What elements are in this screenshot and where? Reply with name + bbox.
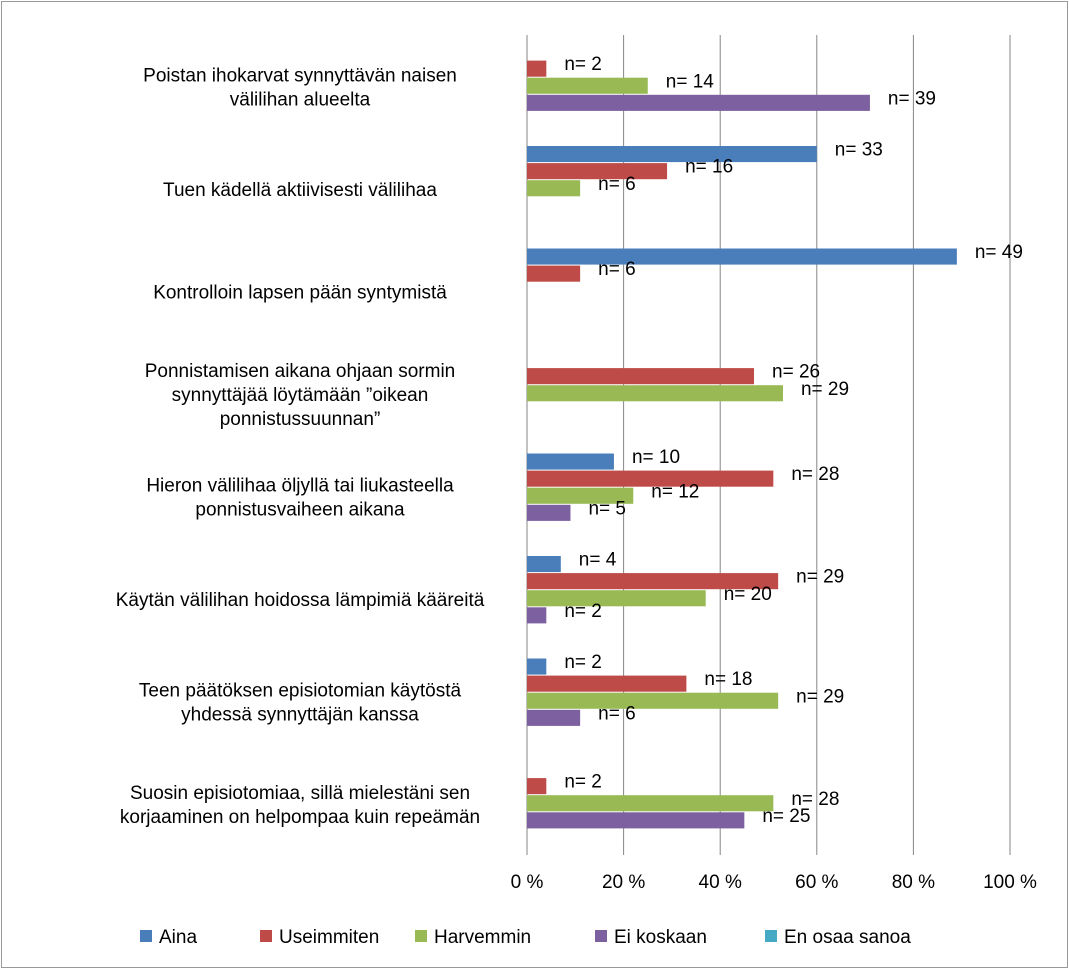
bar — [527, 60, 547, 77]
data-label: n= 25 — [762, 806, 810, 827]
legend-label: Ei koskaan — [614, 927, 707, 948]
bar — [527, 812, 745, 829]
category-label: Ponnistamisen aikana ohjaan sormin synnyt… — [145, 361, 456, 430]
bar — [527, 692, 779, 709]
category-label: Poistan ihokarvat synnyttävän naisen väli… — [143, 65, 457, 110]
category-label: Teen päätöksen episiotomian käytöstä yhde… — [139, 680, 462, 725]
data-label: n= 49 — [975, 242, 1023, 263]
bar — [527, 504, 571, 521]
bar — [527, 795, 774, 812]
data-label: n= 33 — [835, 140, 883, 161]
bar — [527, 573, 779, 590]
legend-swatch — [140, 930, 152, 942]
bar — [527, 487, 634, 504]
bar — [527, 265, 581, 282]
bar — [527, 146, 817, 163]
bar — [527, 248, 957, 265]
data-label: n= 28 — [791, 464, 839, 485]
data-label: n= 2 — [564, 601, 602, 622]
data-label: n= 2 — [564, 54, 602, 75]
x-tick-label: 0 % — [511, 872, 544, 893]
bar — [527, 590, 706, 607]
data-label: n= 14 — [666, 71, 715, 92]
bar — [527, 180, 581, 197]
bar — [527, 709, 581, 726]
bar — [527, 556, 561, 573]
legend-swatch — [765, 930, 777, 942]
bar — [527, 94, 870, 111]
legend-label: Harvemmin — [434, 927, 531, 948]
data-label: n= 10 — [632, 447, 680, 468]
x-tick-label: 80 % — [892, 872, 935, 893]
legend-swatch — [415, 930, 427, 942]
legend-swatch — [260, 930, 272, 942]
category-label: Suosin episiotomiaa, sillä mielestäni se… — [120, 783, 480, 828]
bar — [527, 453, 614, 470]
data-label: n= 28 — [791, 789, 839, 810]
bar — [527, 77, 648, 94]
data-label: n= 6 — [598, 259, 636, 280]
legend-swatch — [595, 930, 607, 942]
data-label: n= 2 — [564, 652, 602, 673]
bar — [527, 385, 783, 402]
data-label: n= 5 — [588, 498, 626, 519]
data-label: n= 20 — [724, 584, 772, 605]
data-label: n= 29 — [796, 567, 844, 588]
bar — [527, 607, 547, 624]
data-label: n= 18 — [704, 669, 752, 690]
data-label: n= 6 — [598, 703, 636, 724]
category-label: Tuen kädellä aktiivisesti välilihaa — [163, 180, 437, 201]
bar — [527, 675, 687, 692]
data-label: n= 39 — [888, 88, 936, 109]
data-label: n= 26 — [772, 362, 820, 383]
category-label: Kontrolloin lapsen pään syntymistä — [153, 282, 447, 303]
x-tick-label: 60 % — [795, 872, 838, 893]
data-label: n= 6 — [598, 174, 636, 195]
data-label: n= 4 — [579, 550, 617, 571]
legend-label: En osaa sanoa — [784, 927, 911, 948]
bar — [527, 778, 547, 795]
bar — [527, 470, 774, 487]
x-tick-label: 40 % — [699, 872, 742, 893]
legend-label: Useimmiten — [279, 927, 379, 948]
data-label: n= 2 — [564, 772, 602, 793]
bar — [527, 368, 755, 385]
data-label: n= 12 — [651, 481, 699, 502]
bar — [527, 658, 547, 675]
category-label: Käytän välilihan hoidossa lämpimiä kääre… — [116, 590, 485, 611]
x-tick-label: 20 % — [602, 872, 645, 893]
data-label: n= 16 — [685, 157, 733, 178]
category-label: Hieron välilihaa öljyllä tai liukasteell… — [146, 475, 454, 520]
data-label: n= 29 — [796, 686, 844, 707]
x-tick-label: 100 % — [983, 872, 1037, 893]
bar — [527, 163, 668, 180]
legend-label: Aina — [159, 927, 197, 948]
data-label: n= 29 — [801, 379, 849, 400]
